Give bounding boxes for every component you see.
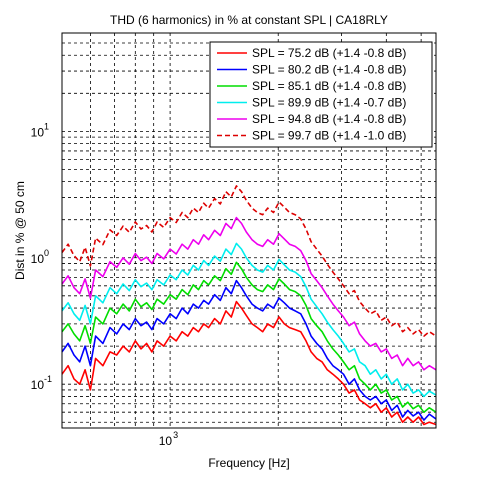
series-line-5 bbox=[61, 216, 437, 371]
axes-frame bbox=[61, 32, 437, 429]
series-group bbox=[61, 185, 437, 426]
chart-title: THD (6 harmonics) in % at constant SPL |… bbox=[110, 13, 388, 27]
legend-label: SPL = 89.9 dB (+1.4 -0.7 dB) bbox=[252, 96, 406, 110]
legend-label: SPL = 99.7 dB (+1.4 -1.0 dB) bbox=[252, 129, 406, 143]
legend-label: SPL = 94.8 dB (+1.4 -0.8 dB) bbox=[252, 112, 406, 126]
legend-label: SPL = 75.2 dB (+1.4 -0.8 dB) bbox=[252, 46, 406, 60]
y-tick-label: 10 bbox=[31, 125, 45, 139]
y-tick-exponent: -1 bbox=[44, 374, 52, 384]
legend-label: SPL = 80.2 dB (+1.4 -0.8 dB) bbox=[252, 63, 406, 77]
y-tick-label: 10 bbox=[31, 252, 45, 266]
series-line-3 bbox=[61, 261, 437, 414]
y-tick-exponent: 1 bbox=[44, 121, 49, 131]
legend: SPL = 75.2 dB (+1.4 -0.8 dB) SPL = 80.2 d… bbox=[209, 41, 433, 148]
legend-label: SPL = 85.1 dB (+1.4 -0.8 dB) bbox=[252, 79, 406, 93]
series-line-1 bbox=[61, 300, 437, 426]
x-tick-label: 10 bbox=[159, 434, 173, 448]
x-axis-label: Frequency [Hz] bbox=[208, 456, 289, 470]
series-line-4 bbox=[61, 242, 437, 398]
y-tick-exponent: 0 bbox=[44, 248, 49, 258]
y-tick-label: 10 bbox=[31, 378, 45, 392]
x-tick-exponent: 3 bbox=[173, 430, 178, 440]
axis-ticks: 10 -110 010 110 3 bbox=[31, 121, 178, 448]
series-line-6 bbox=[61, 185, 437, 337]
series-line-2 bbox=[61, 279, 437, 421]
legend-box bbox=[209, 41, 433, 148]
y-axis-label: Dist in % @ 50 cm bbox=[13, 181, 27, 280]
